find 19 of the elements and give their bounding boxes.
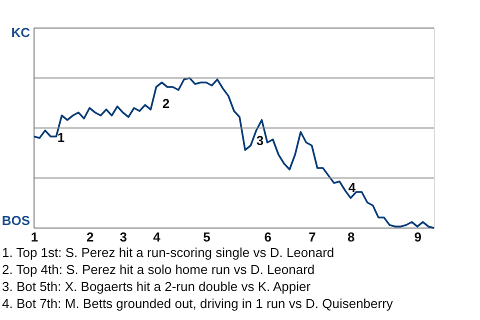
text: BOS [2,213,30,228]
x-tick-label: 4 [153,230,162,244]
text: 4. Bot 7th: M. Betts grounded out, driving in 1 run vs D. Quisenberry [2,296,394,311]
text: 2. Top 4th: S. Perez hit a solo home run vs D. Leonard [2,262,315,277]
annotation: 4 [348,180,356,195]
x-tick-label: 1 [30,230,38,244]
annotation: 1 [57,130,65,145]
x-tick-label: 5 [203,230,210,244]
x-tick-label: 2 [86,230,94,244]
annotation: 3 [256,133,264,148]
x-tick-label: 3 [120,230,128,244]
x-tick-label: 7 [308,230,316,244]
text: KC [11,25,31,40]
x-tick-label: 6 [264,230,272,244]
x-tick-label: 8 [348,230,355,244]
x-tick-label: 9 [414,230,422,244]
text: 3. Bot 5th: X. Bogaerts hit a 2-run double vs K. Appier [2,279,312,294]
annotation: 2 [162,96,170,111]
text: 1. Top 1st: S. Perez hit a run-scoring single vs D. Leonard [2,245,334,260]
